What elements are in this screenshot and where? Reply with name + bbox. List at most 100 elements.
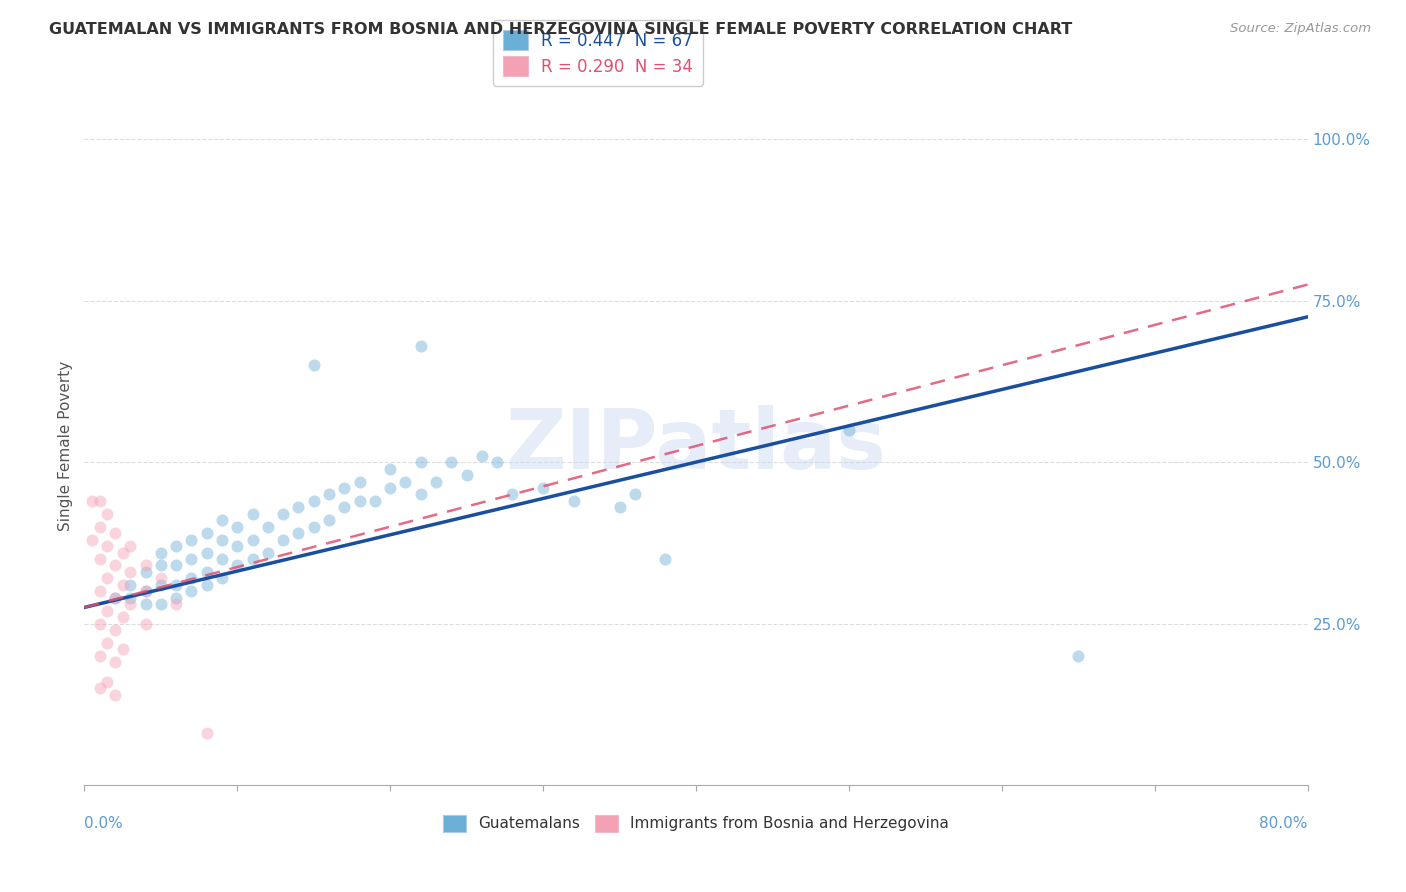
Point	[1067, 648, 1090, 663]
Point	[302, 519, 325, 533]
Point	[80, 533, 103, 547]
Point	[120, 578, 142, 592]
Point	[609, 500, 631, 515]
Point	[425, 475, 447, 489]
Point	[380, 481, 402, 495]
Legend: Guatemalans, Immigrants from Bosnia and Herzegovina: Guatemalans, Immigrants from Bosnia and …	[437, 808, 955, 838]
Point	[349, 494, 371, 508]
Point	[531, 481, 554, 495]
Text: 0.0%: 0.0%	[84, 815, 124, 830]
Point	[440, 455, 463, 469]
Point	[195, 526, 218, 541]
Point	[257, 519, 280, 533]
Point	[654, 552, 676, 566]
Point	[195, 578, 218, 592]
Point	[456, 468, 478, 483]
Point	[89, 681, 111, 695]
Point	[562, 494, 585, 508]
Point	[165, 591, 187, 605]
Point	[135, 616, 157, 631]
Point	[409, 455, 432, 469]
Point	[242, 507, 264, 521]
Point	[180, 584, 202, 599]
Point	[394, 475, 416, 489]
Point	[149, 545, 172, 559]
Point	[111, 610, 134, 624]
Point	[471, 449, 494, 463]
Point	[89, 648, 111, 663]
Point	[149, 571, 172, 585]
Point	[149, 578, 172, 592]
Point	[242, 552, 264, 566]
Point	[302, 494, 325, 508]
Point	[135, 597, 157, 611]
Point	[120, 597, 142, 611]
Point	[271, 533, 294, 547]
Point	[242, 533, 264, 547]
Point	[257, 545, 280, 559]
Point	[211, 571, 233, 585]
Point	[104, 558, 127, 573]
Point	[111, 545, 134, 559]
Point	[120, 591, 142, 605]
Point	[380, 461, 402, 475]
Point	[111, 642, 134, 657]
Point	[89, 519, 111, 533]
Point	[120, 539, 142, 553]
Point	[135, 565, 157, 579]
Point	[104, 526, 127, 541]
Point	[149, 558, 172, 573]
Point	[89, 584, 111, 599]
Point	[96, 604, 118, 618]
Point	[104, 623, 127, 637]
Point	[104, 655, 127, 669]
Y-axis label: Single Female Poverty: Single Female Poverty	[58, 361, 73, 531]
Point	[165, 578, 187, 592]
Point	[135, 584, 157, 599]
Point	[226, 539, 249, 553]
Point	[135, 558, 157, 573]
Point	[838, 423, 860, 437]
Point	[165, 539, 187, 553]
Point	[271, 507, 294, 521]
Text: Source: ZipAtlas.com: Source: ZipAtlas.com	[1230, 22, 1371, 36]
Point	[287, 526, 309, 541]
Point	[226, 558, 249, 573]
Point	[96, 571, 118, 585]
Point	[333, 481, 356, 495]
Point	[211, 513, 233, 527]
Point	[96, 539, 118, 553]
Point	[80, 494, 103, 508]
Point	[165, 597, 187, 611]
Point	[226, 519, 249, 533]
Text: GUATEMALAN VS IMMIGRANTS FROM BOSNIA AND HERZEGOVINA SINGLE FEMALE POVERTY CORRE: GUATEMALAN VS IMMIGRANTS FROM BOSNIA AND…	[49, 22, 1073, 37]
Point	[486, 455, 509, 469]
Point	[502, 487, 524, 501]
Point	[195, 545, 218, 559]
Point	[302, 359, 325, 373]
Point	[318, 513, 340, 527]
Point	[149, 597, 172, 611]
Point	[409, 339, 432, 353]
Point	[96, 636, 118, 650]
Point	[409, 487, 432, 501]
Point	[364, 494, 387, 508]
Point	[165, 558, 187, 573]
Point	[89, 552, 111, 566]
Point	[180, 533, 202, 547]
Point	[180, 571, 202, 585]
Point	[287, 500, 309, 515]
Point	[349, 475, 371, 489]
Point	[89, 494, 111, 508]
Point	[180, 552, 202, 566]
Point	[104, 688, 127, 702]
Point	[195, 565, 218, 579]
Point	[135, 584, 157, 599]
Point	[624, 487, 647, 501]
Point	[211, 533, 233, 547]
Point	[333, 500, 356, 515]
Text: ZIPatlas: ZIPatlas	[506, 406, 886, 486]
Point	[89, 616, 111, 631]
Point	[120, 565, 142, 579]
Point	[96, 507, 118, 521]
